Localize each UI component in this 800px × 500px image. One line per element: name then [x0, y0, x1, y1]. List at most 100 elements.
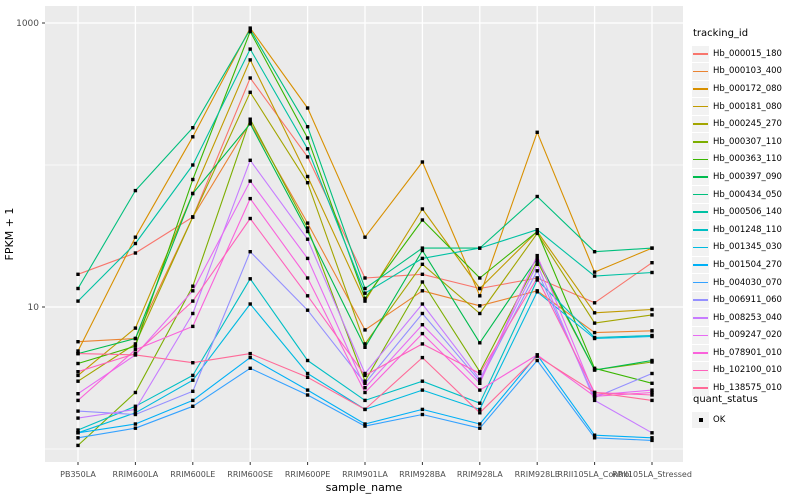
data-point	[592, 436, 597, 440]
data-point	[592, 394, 597, 398]
legend-key-line-icon	[693, 193, 708, 196]
data-point	[248, 158, 252, 162]
data-point	[76, 431, 80, 435]
legend-entry-label: Hb_138575_010	[713, 383, 782, 394]
data-point	[363, 299, 367, 303]
data-point	[248, 27, 252, 32]
legend-key-swatch	[692, 309, 709, 326]
data-point	[248, 58, 252, 62]
data-point	[420, 331, 425, 336]
data-point	[363, 328, 367, 332]
legend-key-swatch	[692, 63, 709, 80]
legend-key-line-icon	[693, 176, 708, 178]
data-point	[420, 256, 425, 261]
legend-entry-label: Hb_000363_110	[713, 154, 782, 165]
data-point	[592, 311, 597, 315]
data-point	[650, 431, 654, 435]
legend-entry-label: Hb_001248_110	[713, 224, 782, 235]
data-point	[248, 366, 252, 370]
legend-entry-Hb_000015_180: Hb_000015_180	[692, 45, 800, 63]
data-point	[248, 355, 252, 360]
data-point	[191, 311, 195, 316]
data-point	[363, 276, 367, 280]
legend-quant-title: quant_status	[693, 394, 758, 405]
data-point	[420, 272, 425, 276]
data-point	[420, 280, 425, 284]
data-point	[76, 428, 80, 432]
data-point	[535, 194, 539, 199]
x-tick-label: PB350LA	[60, 470, 96, 479]
axis-ticks	[42, 22, 653, 465]
data-point	[305, 174, 310, 179]
data-point	[363, 398, 367, 403]
data-point	[420, 246, 425, 250]
data-point	[650, 246, 654, 250]
legend-entry-label: Hb_000307_110	[713, 136, 782, 147]
data-point	[650, 398, 654, 403]
data-point	[248, 196, 252, 201]
data-point	[592, 398, 597, 403]
legend-entry-Hb_006911_060: Hb_006911_060	[692, 291, 800, 309]
data-point	[420, 218, 425, 222]
data-point	[191, 177, 195, 182]
data-point	[191, 404, 195, 408]
data-point	[305, 388, 310, 392]
data-point	[650, 307, 654, 312]
data-point	[650, 270, 654, 275]
y-tick-label: 10	[28, 303, 40, 313]
data-point	[305, 358, 310, 363]
legend-entry-Hb_078901_010: Hb_078901_010	[692, 344, 800, 362]
data-point	[248, 351, 252, 356]
legend-key-line-icon	[693, 264, 708, 266]
legend-key-line-icon	[693, 158, 708, 161]
data-point	[650, 436, 654, 440]
data-point	[191, 215, 195, 219]
legend-entry-Hb_000434_050: Hb_000434_050	[692, 186, 800, 204]
data-point	[535, 276, 539, 280]
legend-entry-Hb_000103_400: Hb_000103_400	[692, 63, 800, 81]
legend-entry-Hb_004030_070: Hb_004030_070	[692, 274, 800, 292]
legend-key-line-icon	[693, 369, 708, 372]
legend-entry-Hb_009247_020: Hb_009247_020	[692, 327, 800, 345]
data-point	[305, 256, 310, 261]
data-point	[248, 216, 252, 221]
data-point	[133, 407, 138, 412]
legend-entry-Hb_000172_080: Hb_000172_080	[692, 80, 800, 98]
legend-key-swatch	[692, 327, 709, 344]
data-point	[592, 250, 597, 254]
data-point	[478, 388, 482, 392]
data-point	[76, 436, 80, 440]
data-point	[305, 393, 310, 397]
data-point	[478, 246, 482, 250]
data-point	[535, 256, 539, 261]
data-point	[305, 294, 310, 298]
x-tick-label: RRII105LA_Control	[558, 470, 632, 479]
x-tick-label: RRIM928LA	[457, 470, 503, 479]
x-tick-label: RRIM600LA	[113, 470, 159, 479]
data-point	[133, 344, 138, 348]
legend-entry-label: Hb_000015_180	[713, 48, 782, 59]
legend-key-swatch	[692, 98, 709, 115]
data-point	[305, 125, 310, 129]
data-point	[305, 371, 310, 376]
data-point	[133, 241, 138, 246]
legend-entry-label: Hb_000434_050	[713, 189, 782, 200]
data-point	[305, 181, 310, 185]
data-point	[191, 373, 195, 378]
legend-entry-label: Hb_000172_080	[713, 83, 782, 94]
data-point	[650, 371, 654, 376]
legend-key-line-icon	[693, 334, 708, 337]
y-axis-title: FPKM + 1	[3, 208, 16, 261]
legend-entry-Hb_001504_270: Hb_001504_270	[692, 256, 800, 274]
legend-key-swatch	[692, 133, 709, 151]
data-point	[420, 355, 425, 360]
data-point	[478, 286, 482, 291]
data-point	[76, 340, 80, 344]
data-point	[248, 47, 252, 51]
data-point	[478, 311, 482, 316]
legend-entry-label: OK	[713, 414, 726, 425]
data-point	[592, 270, 597, 274]
data-point	[478, 371, 482, 376]
data-point	[363, 345, 367, 349]
